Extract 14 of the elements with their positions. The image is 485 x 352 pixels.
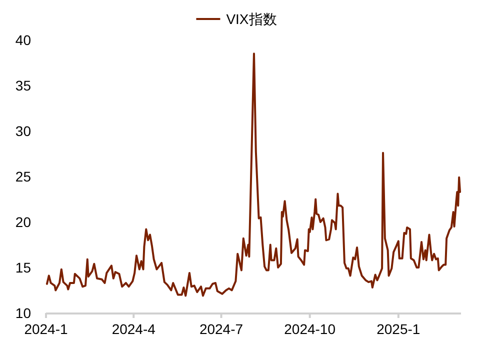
- ytick: 35: [15, 78, 31, 94]
- xtick: 2024-7: [199, 321, 244, 337]
- ytick: 30: [15, 123, 31, 139]
- ytick: 20: [15, 214, 31, 230]
- legend: VIX指数: [196, 11, 277, 27]
- xtick: 2024-1: [24, 321, 68, 337]
- ytick: 15: [15, 260, 31, 276]
- xtick: 2024-4: [112, 321, 156, 337]
- legend-label: VIX指数: [226, 11, 277, 27]
- ytick: 10: [15, 305, 31, 321]
- xtick: 2025-1: [376, 321, 420, 337]
- ytick: 40: [15, 32, 31, 48]
- xtick: 2024-10: [284, 321, 336, 337]
- ytick: 25: [15, 168, 31, 184]
